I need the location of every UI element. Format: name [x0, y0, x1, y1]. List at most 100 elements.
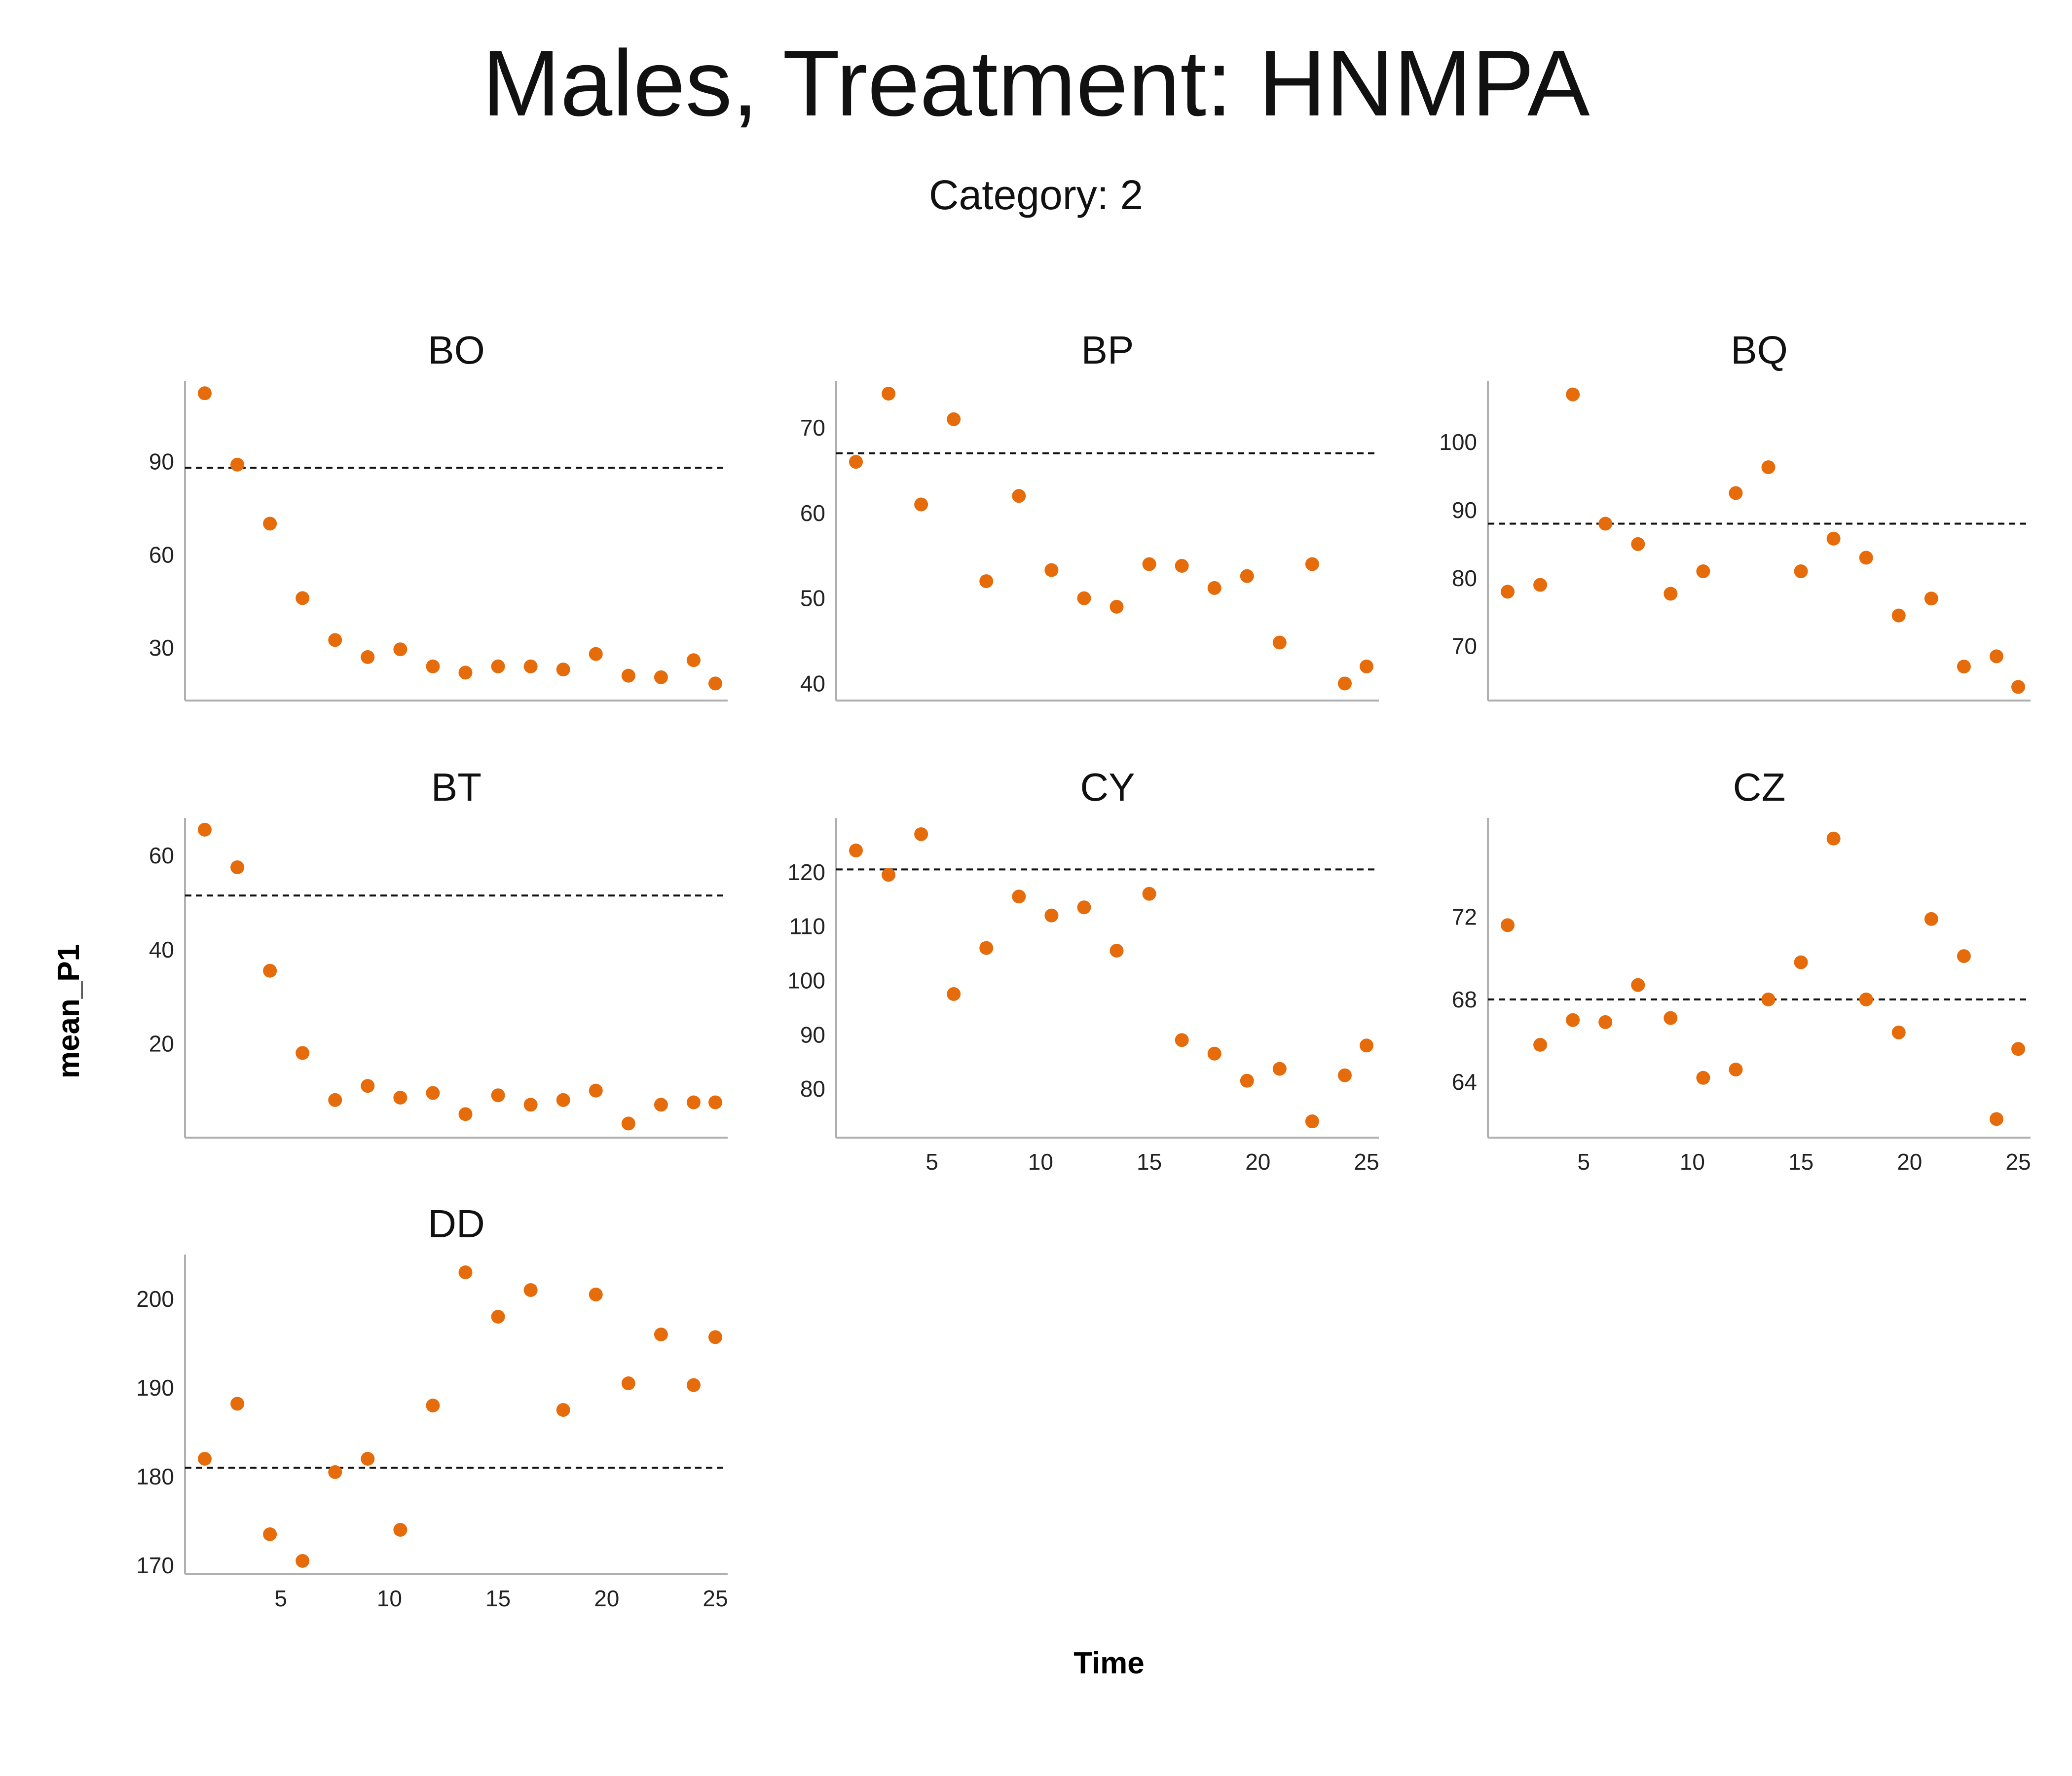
- panel-title: CY: [1080, 765, 1135, 809]
- data-point: [1598, 1015, 1613, 1029]
- y-tick-label: 180: [136, 1464, 174, 1489]
- data-point: [1729, 486, 1743, 500]
- data-point: [328, 1465, 342, 1479]
- data-point: [361, 650, 375, 664]
- data-point: [849, 455, 863, 469]
- data-point: [1859, 992, 1873, 1006]
- x-tick-label: 5: [925, 1149, 938, 1175]
- data-point: [230, 457, 245, 472]
- data-point: [708, 1330, 722, 1344]
- data-point: [1044, 908, 1059, 923]
- data-point: [361, 1079, 375, 1093]
- y-tick-label: 170: [136, 1553, 174, 1578]
- data-point: [1207, 1046, 1221, 1061]
- data-point: [263, 1527, 277, 1541]
- data-point: [1012, 489, 1026, 503]
- data-point: [1142, 557, 1156, 571]
- data-point: [458, 1107, 473, 1121]
- y-tick-label: 90: [149, 449, 174, 475]
- data-point: [1240, 569, 1254, 583]
- data-point: [979, 941, 994, 955]
- data-point: [296, 1554, 310, 1568]
- y-tick-label: 90: [800, 1022, 825, 1047]
- data-point: [296, 1046, 310, 1060]
- data-point: [230, 1397, 245, 1411]
- panel-title: BQ: [1731, 328, 1788, 372]
- data-point: [1240, 1073, 1254, 1088]
- x-tick-label: 15: [1788, 1149, 1813, 1175]
- y-tick-label: 80: [1452, 565, 1477, 591]
- data-point: [1533, 578, 1548, 592]
- data-point: [198, 1452, 212, 1466]
- data-point: [2011, 1042, 2025, 1056]
- data-point: [361, 1452, 375, 1466]
- y-tick-label: 40: [149, 937, 174, 962]
- y-axis-title: mean_P1: [52, 944, 86, 1078]
- x-tick-label: 20: [1245, 1149, 1270, 1175]
- data-point: [882, 868, 896, 882]
- data-point: [1337, 1068, 1352, 1082]
- y-tick-label: 64: [1452, 1069, 1477, 1095]
- data-point: [1631, 978, 1645, 992]
- data-point: [1012, 889, 1026, 904]
- data-point: [654, 1328, 668, 1341]
- data-point: [589, 1083, 603, 1098]
- data-point: [426, 659, 440, 673]
- data-point: [328, 633, 342, 647]
- x-tick-label: 5: [274, 1586, 287, 1611]
- x-tick-label: 20: [594, 1586, 619, 1611]
- data-point: [1142, 887, 1156, 901]
- chart-title: Males, Treatment: HNMPA: [482, 31, 1590, 136]
- data-point: [947, 412, 961, 426]
- panel-bp: BP 40 50 60 70: [800, 328, 1379, 702]
- y-tick-label: 90: [1452, 497, 1477, 523]
- data-point: [1360, 659, 1373, 673]
- y-tick-label: 100: [1439, 429, 1477, 455]
- y-tick-label: 70: [800, 415, 825, 441]
- data-point: [1175, 1033, 1189, 1047]
- data-point: [2011, 680, 2025, 694]
- x-axis-title: Time: [1073, 1646, 1145, 1680]
- panel-bt: BT 20 40 60: [149, 765, 728, 1139]
- data-point: [556, 1403, 570, 1417]
- data-point: [979, 574, 994, 589]
- data-point: [230, 860, 245, 875]
- data-point: [589, 647, 603, 661]
- data-point: [198, 822, 212, 837]
- y-tick-label: 190: [136, 1375, 174, 1401]
- data-point: [1110, 599, 1124, 614]
- data-point: [556, 1093, 570, 1107]
- data-point: [1501, 585, 1515, 599]
- panel-cz: CZ 64 68 72 5 10 15 20 25: [1452, 765, 2031, 1175]
- data-point: [1664, 1011, 1678, 1025]
- x-tick-label: 25: [2005, 1149, 2031, 1175]
- data-point: [1360, 1038, 1373, 1053]
- data-point: [1989, 1112, 2003, 1126]
- data-point: [1305, 1114, 1319, 1129]
- data-point: [491, 1310, 505, 1324]
- data-point: [1077, 900, 1091, 915]
- data-point: [1077, 591, 1091, 605]
- y-tick-label: 80: [800, 1076, 825, 1102]
- data-point: [654, 670, 668, 684]
- y-tick-label: 50: [800, 586, 825, 611]
- data-point: [1566, 387, 1580, 402]
- data-point: [1696, 564, 1710, 579]
- y-tick-label: 30: [149, 635, 174, 661]
- data-point: [458, 666, 473, 680]
- data-point: [1826, 531, 1841, 546]
- y-tick-label: 60: [149, 542, 174, 567]
- data-point: [1110, 944, 1124, 958]
- panel-title: BT: [431, 765, 481, 809]
- data-point: [1305, 557, 1319, 571]
- data-point: [1337, 676, 1352, 691]
- data-point: [263, 517, 277, 531]
- data-point: [491, 659, 505, 673]
- x-tick-label: 15: [485, 1586, 511, 1611]
- data-point: [621, 1116, 635, 1131]
- data-point: [1859, 551, 1873, 565]
- data-point: [1501, 918, 1515, 932]
- data-point: [621, 1376, 635, 1390]
- data-point: [328, 1093, 342, 1107]
- data-point: [523, 659, 538, 673]
